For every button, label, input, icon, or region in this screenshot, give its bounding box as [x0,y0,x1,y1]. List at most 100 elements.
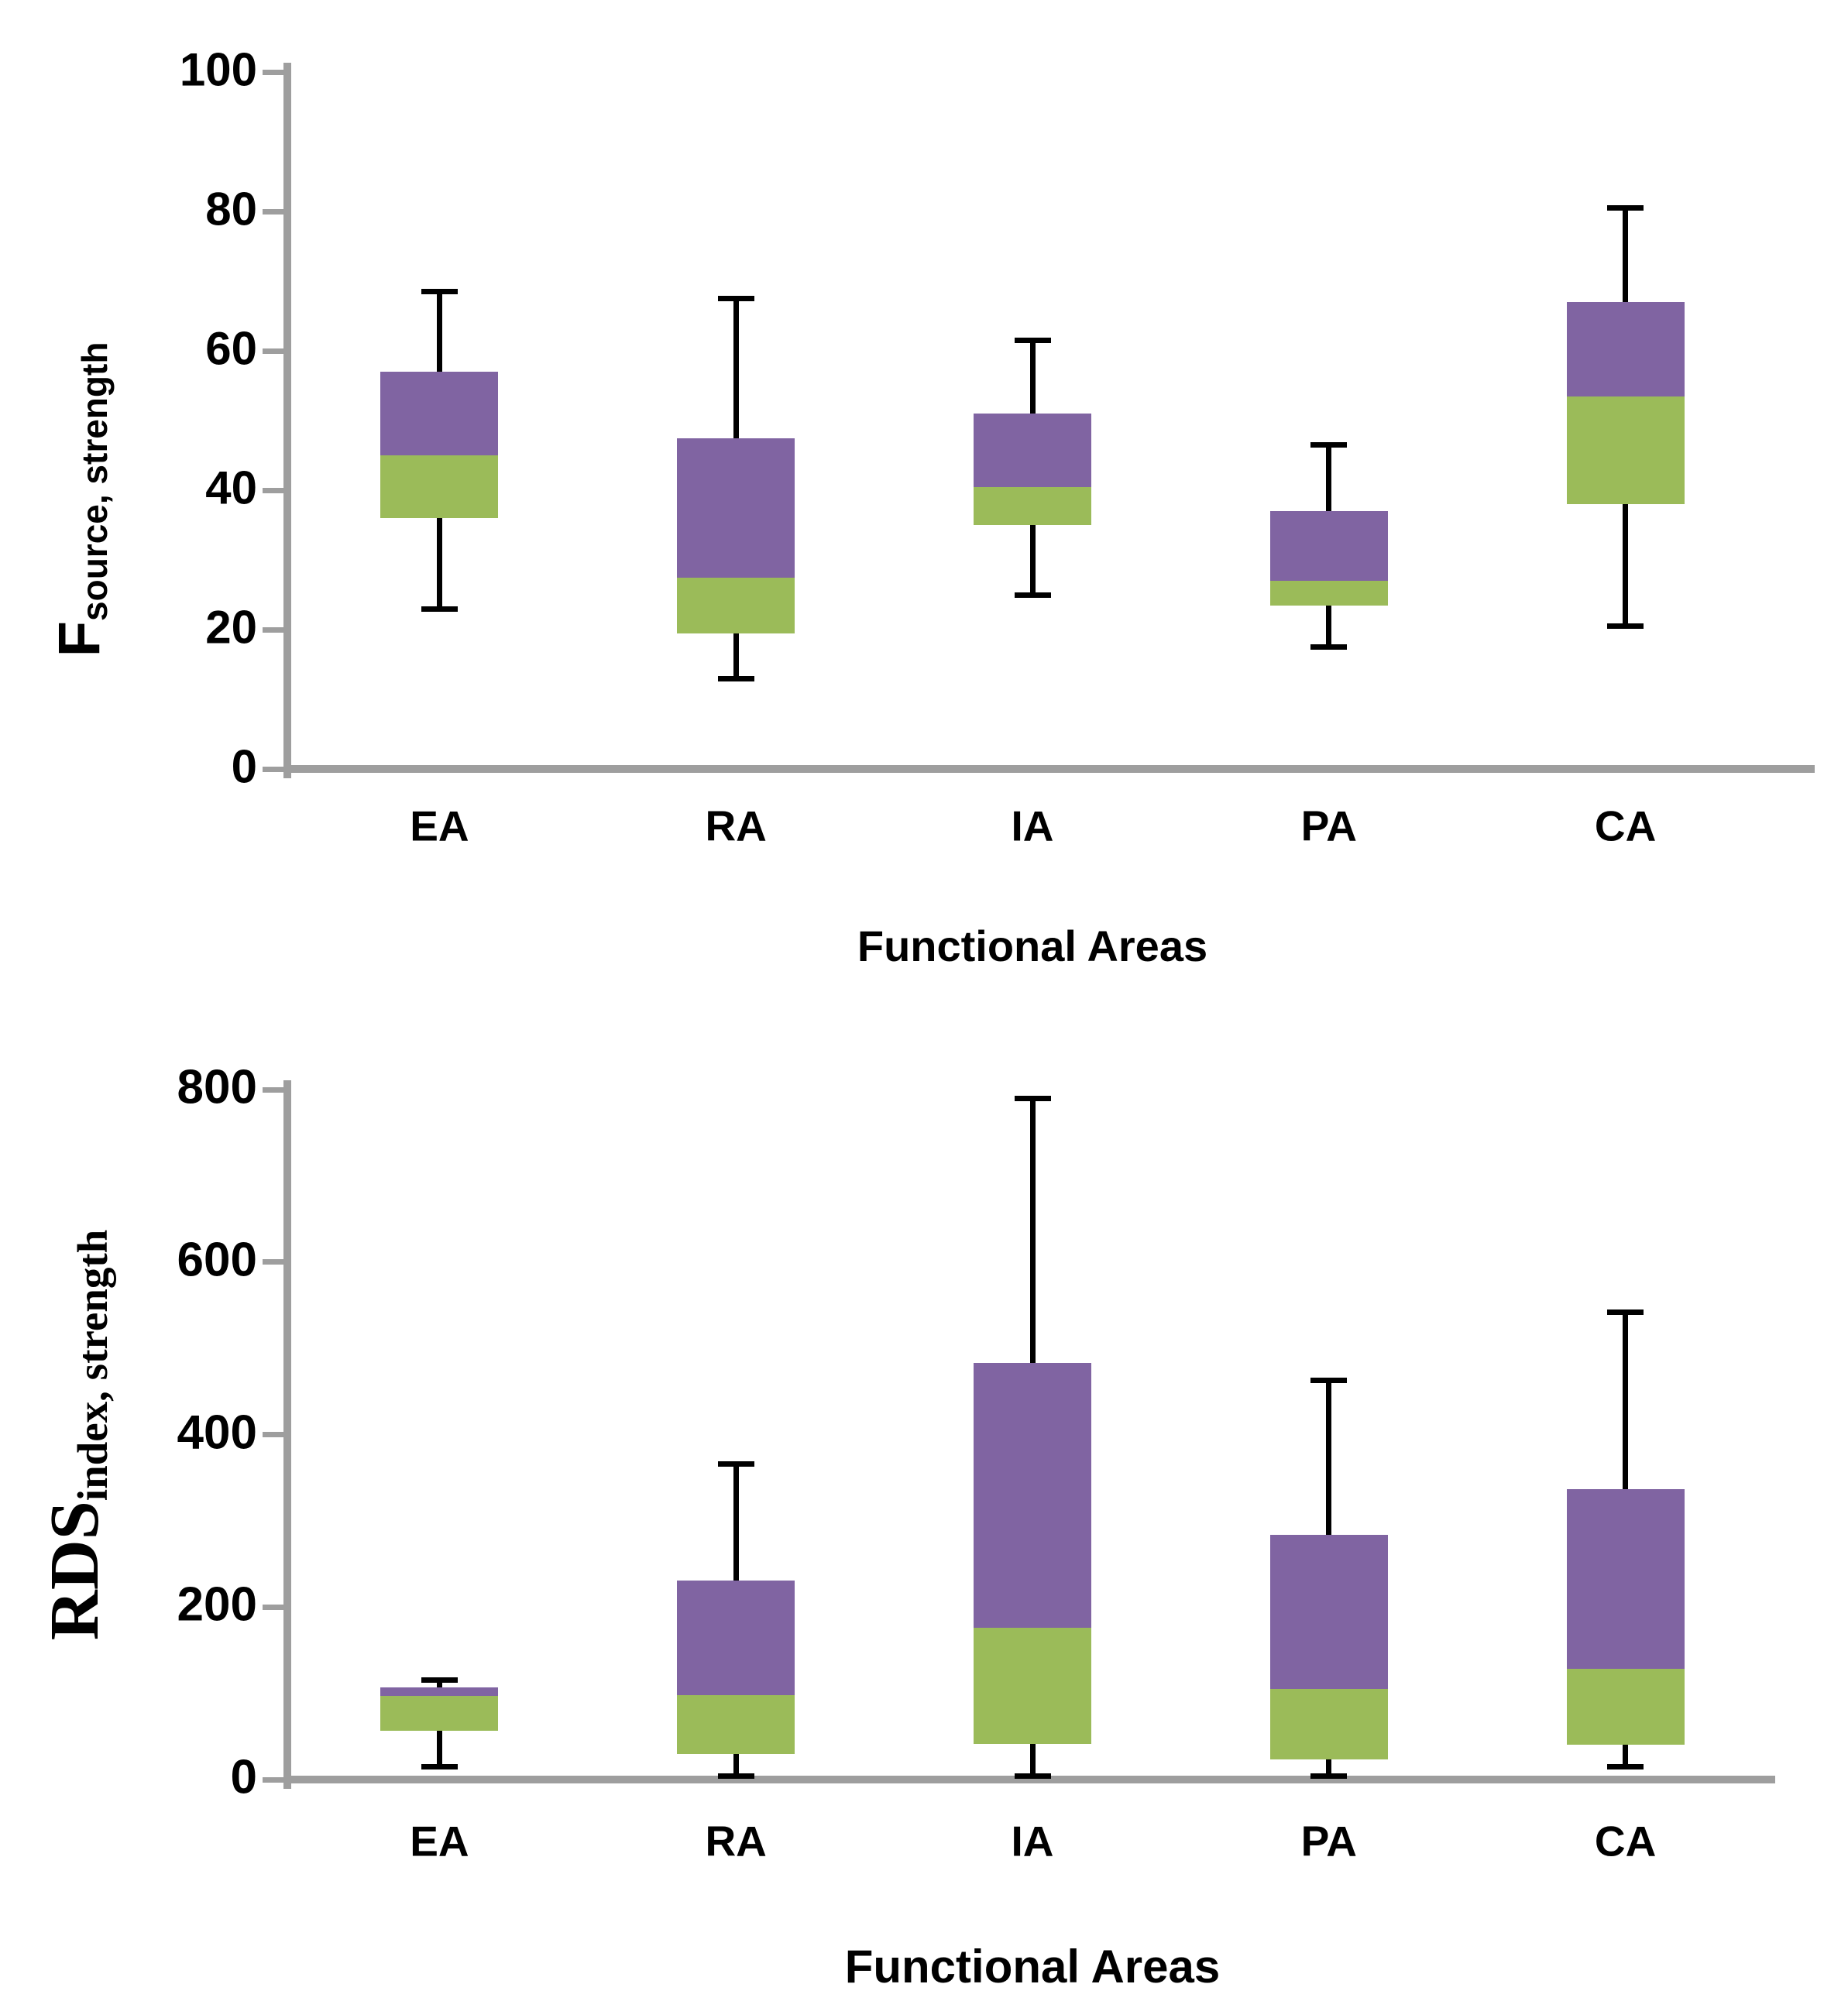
y-tick-mark [263,487,283,493]
box-lower-quartile [974,1627,1091,1745]
lower-whisker-cap [1607,1763,1644,1769]
lower-whisker-cap [1310,1773,1348,1780]
lower-whisker-line [1326,605,1332,647]
y-tick-label: 20 [205,601,257,654]
x-axis-title: Functional Areas [857,922,1208,970]
box-lower-quartile [677,1694,795,1754]
y-tick-label: 40 [205,462,257,514]
x-tick-label-CA: CA [1594,801,1657,850]
box-lower-quartile [1566,396,1685,504]
box-upper-quartile [974,1363,1091,1628]
y-tick-label: 0 [230,1750,257,1804]
x-tick-label-EA: EA [410,801,469,850]
box-lower-quartile [677,577,795,633]
lower-whisker-line [733,1753,739,1776]
upper-whisker-line [1029,1098,1036,1364]
box-upper-quartile [1269,1534,1388,1690]
box-upper-quartile [677,438,795,578]
y-tick-mark [263,1259,283,1265]
upper-whisker-line [733,298,739,438]
box-lower-quartile [1269,581,1388,606]
y-tick-label: 600 [177,1233,257,1287]
box-lower-quartile [380,1695,499,1731]
box-lower-quartile [1269,1689,1388,1760]
x-tick-label-PA: PA [1300,801,1357,850]
upper-whisker-cap [1014,1095,1051,1101]
box-lower-quartile [380,455,499,518]
box-upper-quartile [1566,1488,1685,1670]
upper-whisker-line [1623,208,1629,302]
x-tick-label-IA: IA [1011,801,1054,850]
y-tick-label: 0 [231,740,257,793]
y-tick-label: 80 [205,183,257,235]
lower-whisker-line [1623,504,1629,626]
y-tick-mark [263,1086,283,1093]
lower-whisker-cap [1014,592,1051,598]
upper-whisker-line [1623,1312,1629,1489]
y-tick-mark [263,626,283,633]
lower-whisker-cap [717,1773,754,1780]
y-tick-mark [263,69,283,75]
x-tick-label-RA: RA [705,1817,767,1866]
lower-whisker-cap [1310,644,1348,650]
upper-whisker-line [1326,445,1332,511]
upper-whisker-line [436,291,442,372]
upper-whisker-cap [421,1677,458,1684]
upper-whisker-cap [1607,205,1644,211]
upper-whisker-line [733,1464,739,1581]
y-tick-mark [263,348,283,354]
lower-whisker-line [436,518,442,609]
x-axis-line [283,765,1815,773]
y-tick-label: 100 [179,43,257,96]
x-axis-title: Functional Areas [844,1941,1221,1993]
upper-whisker-line [1029,340,1036,414]
y-tick-label: 800 [177,1060,257,1114]
lower-whisker-cap [421,606,458,612]
y-tick-label: 200 [177,1577,257,1632]
x-tick-label-EA: EA [410,1817,469,1866]
lower-whisker-line [1326,1759,1332,1776]
box-upper-quartile [1269,511,1388,581]
box-upper-quartile [974,414,1091,487]
y-axis-line [283,63,291,778]
upper-whisker-cap [1310,442,1348,448]
box-lower-quartile [974,486,1091,525]
lower-whisker-line [1029,525,1036,595]
upper-whisker-cap [1310,1377,1348,1383]
y-tick-mark [263,208,283,215]
upper-whisker-cap [1607,1309,1644,1315]
lower-whisker-line [436,1730,442,1767]
x-tick-label-CA: CA [1594,1817,1657,1866]
lower-whisker-cap [717,675,754,681]
box-upper-quartile [677,1580,795,1695]
y-tick-mark [263,766,283,772]
x-tick-label-RA: RA [705,801,767,850]
upper-whisker-cap [717,1461,754,1467]
y-axis-line [283,1080,291,1789]
upper-whisker-cap [717,296,754,301]
lower-whisker-cap [421,1763,458,1769]
box-upper-quartile [1566,302,1685,396]
box-upper-quartile [380,1687,499,1696]
x-axis-line [283,1776,1775,1783]
x-tick-label-IA: IA [1011,1817,1054,1866]
y-tick-label: 60 [205,322,257,375]
box-upper-quartile [380,372,499,455]
upper-whisker-cap [1014,338,1051,343]
lower-whisker-cap [1014,1773,1051,1780]
lower-whisker-line [733,633,739,678]
y-tick-mark [263,1432,283,1437]
lower-whisker-cap [1607,623,1644,629]
